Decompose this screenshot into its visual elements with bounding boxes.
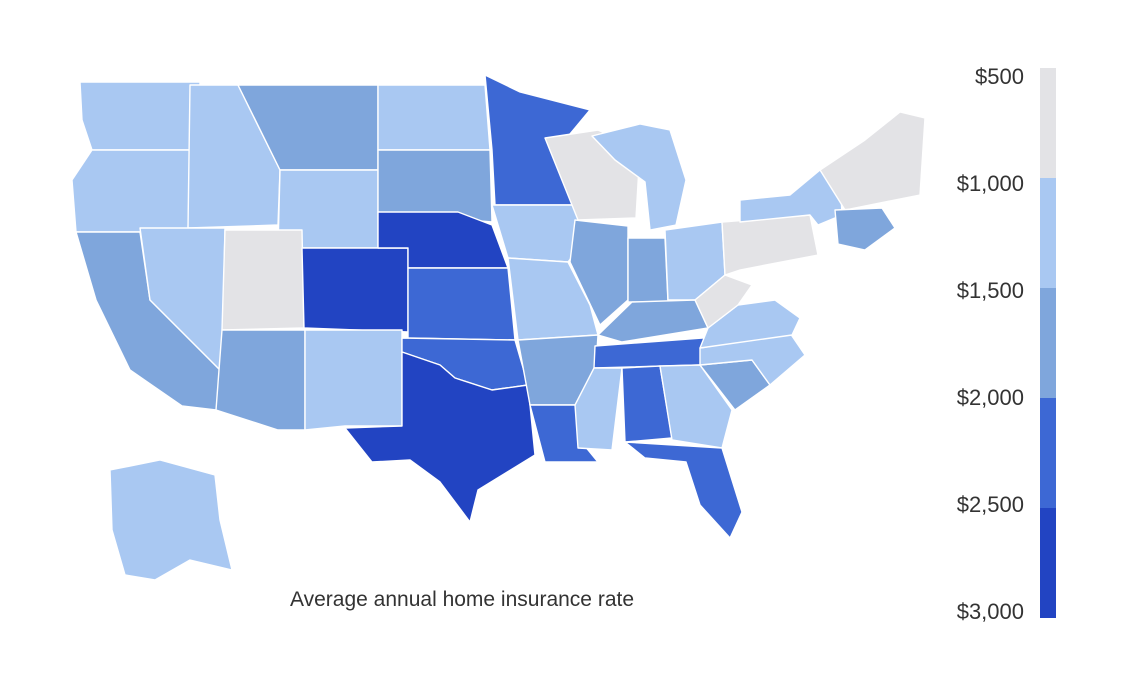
state-arizona: Arizona	[215, 329, 306, 431]
legend-tick-label: $3,000	[957, 599, 1024, 624]
state-washington: Washington	[79, 81, 201, 151]
state-texas: Texas	[344, 351, 536, 523]
state-alaska: Alaska	[109, 459, 233, 581]
state-new-mexico: New Mexico	[304, 329, 403, 431]
color-legend: $500 $1,000 $1,500 $2,000 $2,500 $3,000	[957, 64, 1056, 624]
legend-tick-label: $1,000	[957, 171, 1024, 196]
legend-swatch-1	[1040, 178, 1056, 289]
legend-swatch-2	[1040, 288, 1056, 399]
state-new-england: New England	[819, 111, 926, 211]
state-kansas: Kansas	[407, 267, 516, 341]
us-states-map: Washington Oregon California Idaho Nevad…	[71, 74, 926, 581]
legend-tick-labels: $500 $1,000 $1,500 $2,000 $2,500 $3,000	[957, 64, 1024, 624]
legend-tick-label: $500	[975, 64, 1024, 89]
state-florida: Florida	[624, 441, 743, 539]
state-south-dakota: South Dakota	[377, 149, 493, 223]
state-georgia: Georgia	[659, 364, 733, 449]
legend-tick-label: $2,000	[957, 385, 1024, 410]
state-oregon: Oregon	[71, 149, 191, 233]
legend-tick-label: $2,500	[957, 492, 1024, 517]
map-caption: Average annual home insurance rate	[290, 588, 634, 611]
legend-swatch-4	[1040, 508, 1056, 618]
state-colorado: Colorado	[301, 247, 409, 333]
state-pennsylvania: Pennsylvania	[721, 214, 819, 276]
legend-swatch-3	[1040, 398, 1056, 509]
state-illinois: Illinois	[569, 219, 629, 326]
state-west-virginia: West Virginia	[694, 274, 753, 329]
state-indiana: Indiana	[627, 237, 669, 303]
state-massachusetts: Massachusetts	[834, 207, 896, 251]
legend-swatch-0	[1040, 68, 1056, 179]
legend-color-bar	[1040, 68, 1056, 618]
state-missouri: Missouri	[507, 257, 599, 341]
state-michigan: Michigan	[591, 123, 687, 231]
state-north-dakota: North Dakota	[377, 84, 491, 151]
state-utah: Utah	[221, 229, 305, 331]
legend-tick-label: $1,500	[957, 278, 1024, 303]
state-mississippi: Mississippi	[574, 367, 623, 451]
